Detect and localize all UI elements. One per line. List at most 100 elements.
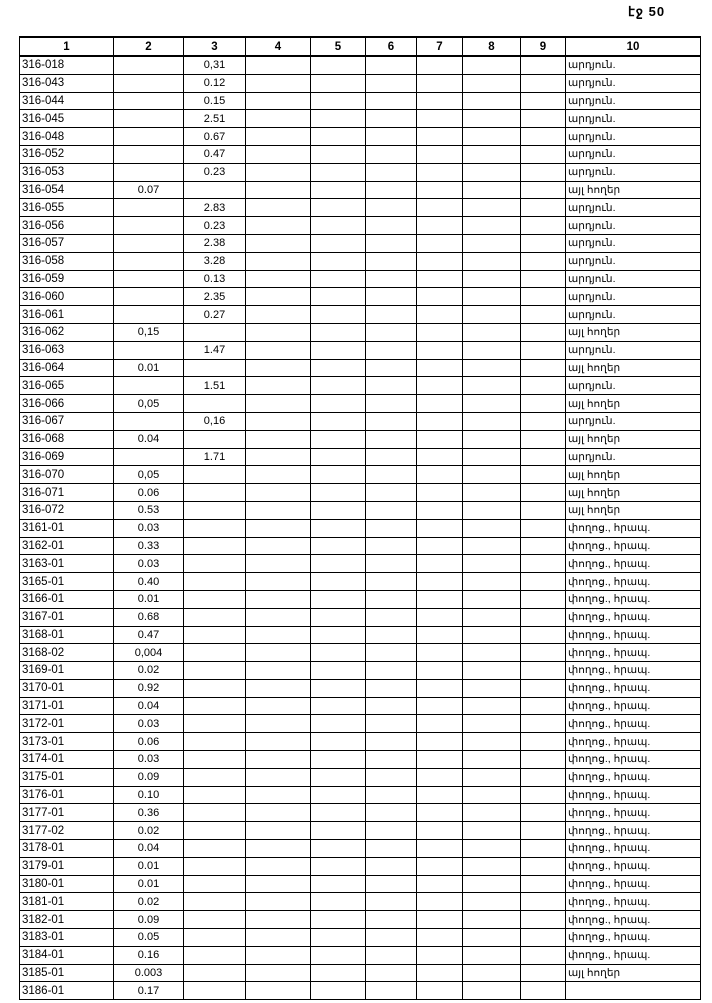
- land-use-cell: արդյուն.: [565, 305, 701, 324]
- parcel-code-cell: 3161-01: [19, 518, 114, 538]
- empty-cell: [462, 856, 521, 876]
- empty-cell: [245, 910, 311, 930]
- area-col3-cell: [183, 839, 246, 858]
- empty-cell: [462, 394, 521, 413]
- empty-cell: [462, 322, 521, 342]
- table-row: 3173-01 0.06 փողոց., հրապ.: [19, 732, 701, 752]
- empty-cell: [520, 73, 566, 93]
- empty-cell: [416, 785, 463, 805]
- area-col2-cell: 0,05: [113, 394, 184, 413]
- area-col3-cell: 1.47: [183, 340, 246, 360]
- parcel-code-cell: 316-069: [19, 447, 114, 467]
- column-header-8: 8: [462, 36, 521, 57]
- empty-cell: [365, 340, 417, 360]
- table-row: 316-064 0.01 այլ հողեր: [19, 358, 701, 378]
- area-col2-cell: [113, 216, 184, 235]
- empty-cell: [520, 696, 566, 716]
- empty-cell: [365, 874, 417, 894]
- land-use-cell: [565, 981, 701, 1001]
- area-col3-cell: [183, 696, 246, 716]
- empty-cell: [462, 643, 521, 663]
- land-use-cell: արդյուն.: [565, 216, 701, 235]
- empty-cell: [365, 785, 417, 805]
- table-row: 316-069 1.71 արդյուն.: [19, 447, 701, 467]
- empty-cell: [416, 678, 463, 698]
- parcel-code-cell: 316-063: [19, 340, 114, 360]
- empty-cell: [520, 874, 566, 894]
- area-col2-cell: [113, 91, 184, 111]
- empty-cell: [462, 607, 521, 627]
- area-col2-cell: 0.53: [113, 500, 184, 520]
- parcel-code-cell: 3166-01: [19, 589, 114, 609]
- area-col3-cell: [183, 589, 246, 609]
- table-row: 316-068 0.04 այլ հողեր: [19, 429, 701, 449]
- land-use-cell: փողոց., հրապ.: [565, 945, 701, 965]
- empty-cell: [520, 376, 566, 396]
- empty-cell: [520, 785, 566, 805]
- empty-cell: [365, 55, 417, 75]
- table-row: 3182-01 0.09 փողոց., հրապ.: [19, 910, 701, 930]
- empty-cell: [520, 572, 566, 591]
- land-use-cell: արդյուն.: [565, 287, 701, 307]
- empty-cell: [245, 233, 311, 253]
- empty-cell: [416, 429, 463, 449]
- empty-cell: [245, 216, 311, 235]
- land-use-cell: փողոց., հրապ.: [565, 910, 701, 930]
- area-col2-cell: [113, 198, 184, 218]
- empty-cell: [310, 981, 366, 1001]
- empty-cell: [462, 821, 521, 841]
- table-row: 3177-01 0.36 փողոց., հրապ.: [19, 803, 701, 823]
- empty-cell: [245, 144, 311, 164]
- empty-cell: [462, 518, 521, 538]
- area-col2-cell: [113, 127, 184, 146]
- area-col3-cell: [183, 394, 246, 413]
- parcel-code-cell: 316-072: [19, 500, 114, 520]
- empty-cell: [245, 287, 311, 307]
- parcel-code-cell: 316-071: [19, 483, 114, 502]
- table-row: 3161-01 0.03 փողոց., հրապ.: [19, 518, 701, 538]
- area-col3-cell: 2.51: [183, 109, 246, 129]
- empty-cell: [365, 856, 417, 876]
- area-col3-cell: 0.27: [183, 305, 246, 324]
- table-row: 3176-01 0.10 փողոց., հրապ.: [19, 785, 701, 805]
- empty-cell: [416, 643, 463, 663]
- table-row: 316-048 0.67 արդյուն.: [19, 127, 701, 146]
- empty-cell: [245, 162, 311, 182]
- parcel-code-cell: 3170-01: [19, 678, 114, 698]
- parcel-code-cell: 316-056: [19, 216, 114, 235]
- empty-cell: [245, 750, 311, 769]
- area-col3-cell: [183, 518, 246, 538]
- empty-cell: [520, 287, 566, 307]
- empty-cell: [310, 394, 366, 413]
- table-row: 3181-01 0.02 փողոց., հրապ.: [19, 892, 701, 912]
- area-col2-cell: [113, 411, 184, 431]
- table-row: 316-057 2.38 արդյուն.: [19, 233, 701, 253]
- land-use-cell: արդյուն.: [565, 233, 701, 253]
- empty-cell: [310, 322, 366, 342]
- column-header-6: 6: [365, 36, 417, 57]
- area-col2-cell: 0.04: [113, 696, 184, 716]
- empty-cell: [520, 394, 566, 413]
- table-row: 3169-01 0.02 փողոց., հրապ.: [19, 661, 701, 680]
- empty-cell: [310, 785, 366, 805]
- empty-cell: [310, 678, 366, 698]
- empty-cell: [365, 358, 417, 378]
- empty-cell: [365, 376, 417, 396]
- empty-cell: [462, 696, 521, 716]
- empty-cell: [365, 73, 417, 93]
- empty-cell: [416, 554, 463, 574]
- empty-cell: [245, 55, 311, 75]
- empty-cell: [310, 411, 366, 431]
- column-header-2: 2: [113, 36, 184, 57]
- empty-cell: [310, 892, 366, 912]
- empty-cell: [462, 340, 521, 360]
- empty-cell: [462, 109, 521, 129]
- parcel-code-cell: 316-045: [19, 109, 114, 129]
- land-use-cell: արդյուն.: [565, 109, 701, 129]
- empty-cell: [416, 607, 463, 627]
- empty-cell: [365, 803, 417, 823]
- empty-cell: [245, 429, 311, 449]
- area-col2-cell: [113, 55, 184, 75]
- empty-cell: [416, 839, 463, 858]
- parcel-code-cell: 316-048: [19, 127, 114, 146]
